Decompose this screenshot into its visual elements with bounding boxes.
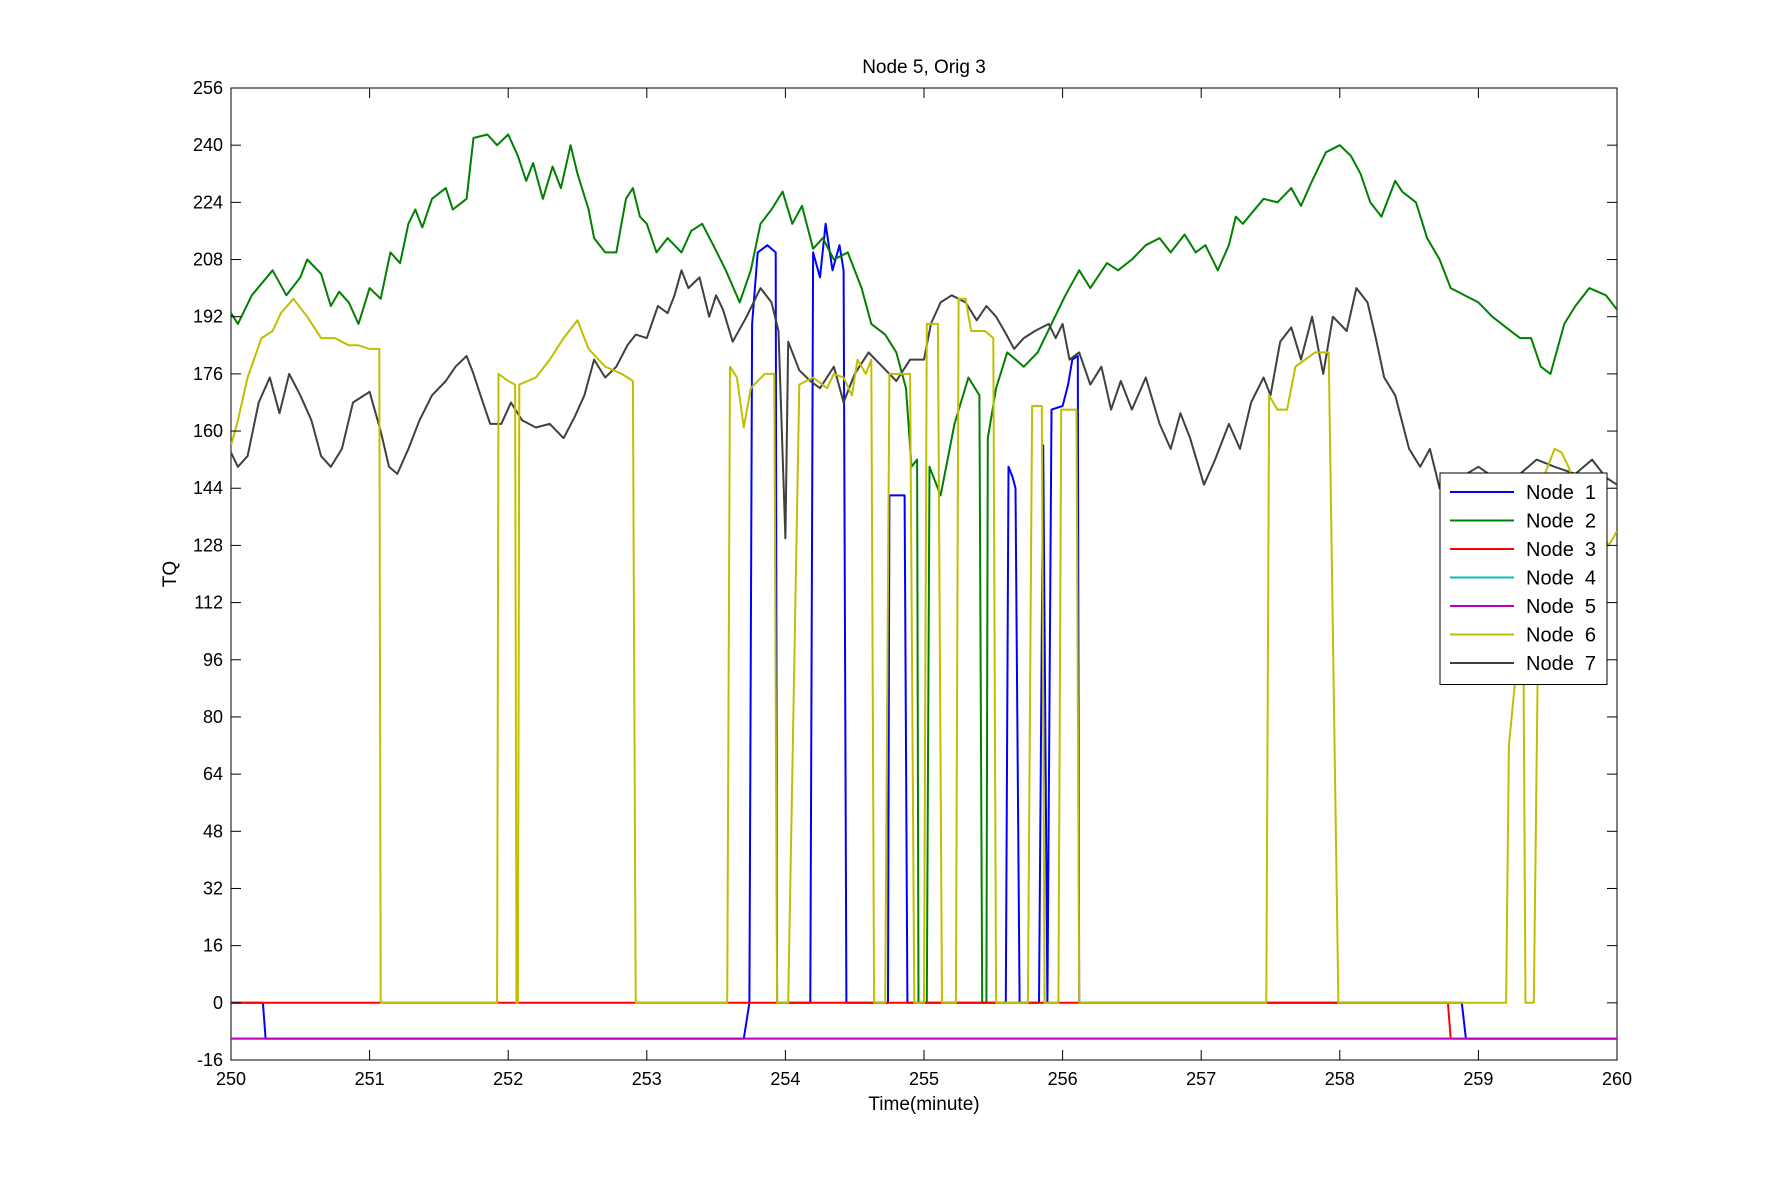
series-line-node-2 [231,133,1617,1004]
x-tick-label: 260 [1602,1069,1632,1089]
y-tick-label: 224 [193,192,223,212]
x-tick-label: 251 [355,1069,385,1089]
y-tick-label: 192 [193,307,223,327]
series-line-node-7 [231,269,1617,540]
chart-title: Node 5, Orig 3 [862,57,986,78]
legend-label: Node 6 [1526,625,1596,647]
x-tick-label: 252 [493,1069,523,1089]
legend: Node 1 Node 2 Node 3 Node 4 Node 5 Node 6 Node… [1439,472,1608,685]
y-tick-label: 240 [193,135,223,155]
series-layer [231,133,1617,1040]
y-tick-label: 160 [193,421,223,441]
x-tick-label: 255 [909,1069,939,1089]
x-tick-label: 259 [1463,1069,1493,1089]
series-line-node-6 [231,297,1617,1004]
legend-label: Node 3 [1526,539,1596,561]
y-tick-label: 144 [193,478,223,498]
tick-layer: 250 251 252 253 254 255 256 257 258 259 260 -16 0 16 3… [193,78,1632,1089]
y-tick-label: 112 [194,593,223,613]
legend-label: Node 4 [1526,568,1596,590]
x-tick-label: 258 [1325,1069,1355,1089]
y-tick-label: 96 [203,650,223,670]
y-axis-label: TQ [160,561,181,587]
legend-label: Node 5 [1526,596,1596,618]
y-tick-label: -16 [197,1050,223,1070]
x-tick-label: 253 [632,1069,662,1089]
y-tick-label: 208 [193,250,223,270]
y-tick-label: 176 [193,364,223,384]
legend-box [1439,472,1608,685]
x-tick-label: 257 [1186,1069,1216,1089]
x-tick-label: 254 [770,1069,800,1089]
y-tick-label: 64 [203,764,223,784]
legend-label: Node 1 [1526,482,1596,504]
y-tick-label: 256 [193,78,223,98]
legend-label: Node 2 [1526,511,1596,533]
y-tick-label: 80 [203,707,223,727]
x-tick-label: 250 [216,1069,246,1089]
y-tick-label: 128 [193,535,223,555]
x-tick-label: 256 [1048,1069,1078,1089]
y-tick-label: 0 [213,993,223,1013]
y-tick-label: 48 [203,821,223,841]
y-tick-label: 32 [203,878,223,898]
legend-label: Node 7 [1526,653,1596,675]
y-tick-label: 16 [203,936,223,956]
x-axis-label: Time(minute) [868,1094,979,1115]
